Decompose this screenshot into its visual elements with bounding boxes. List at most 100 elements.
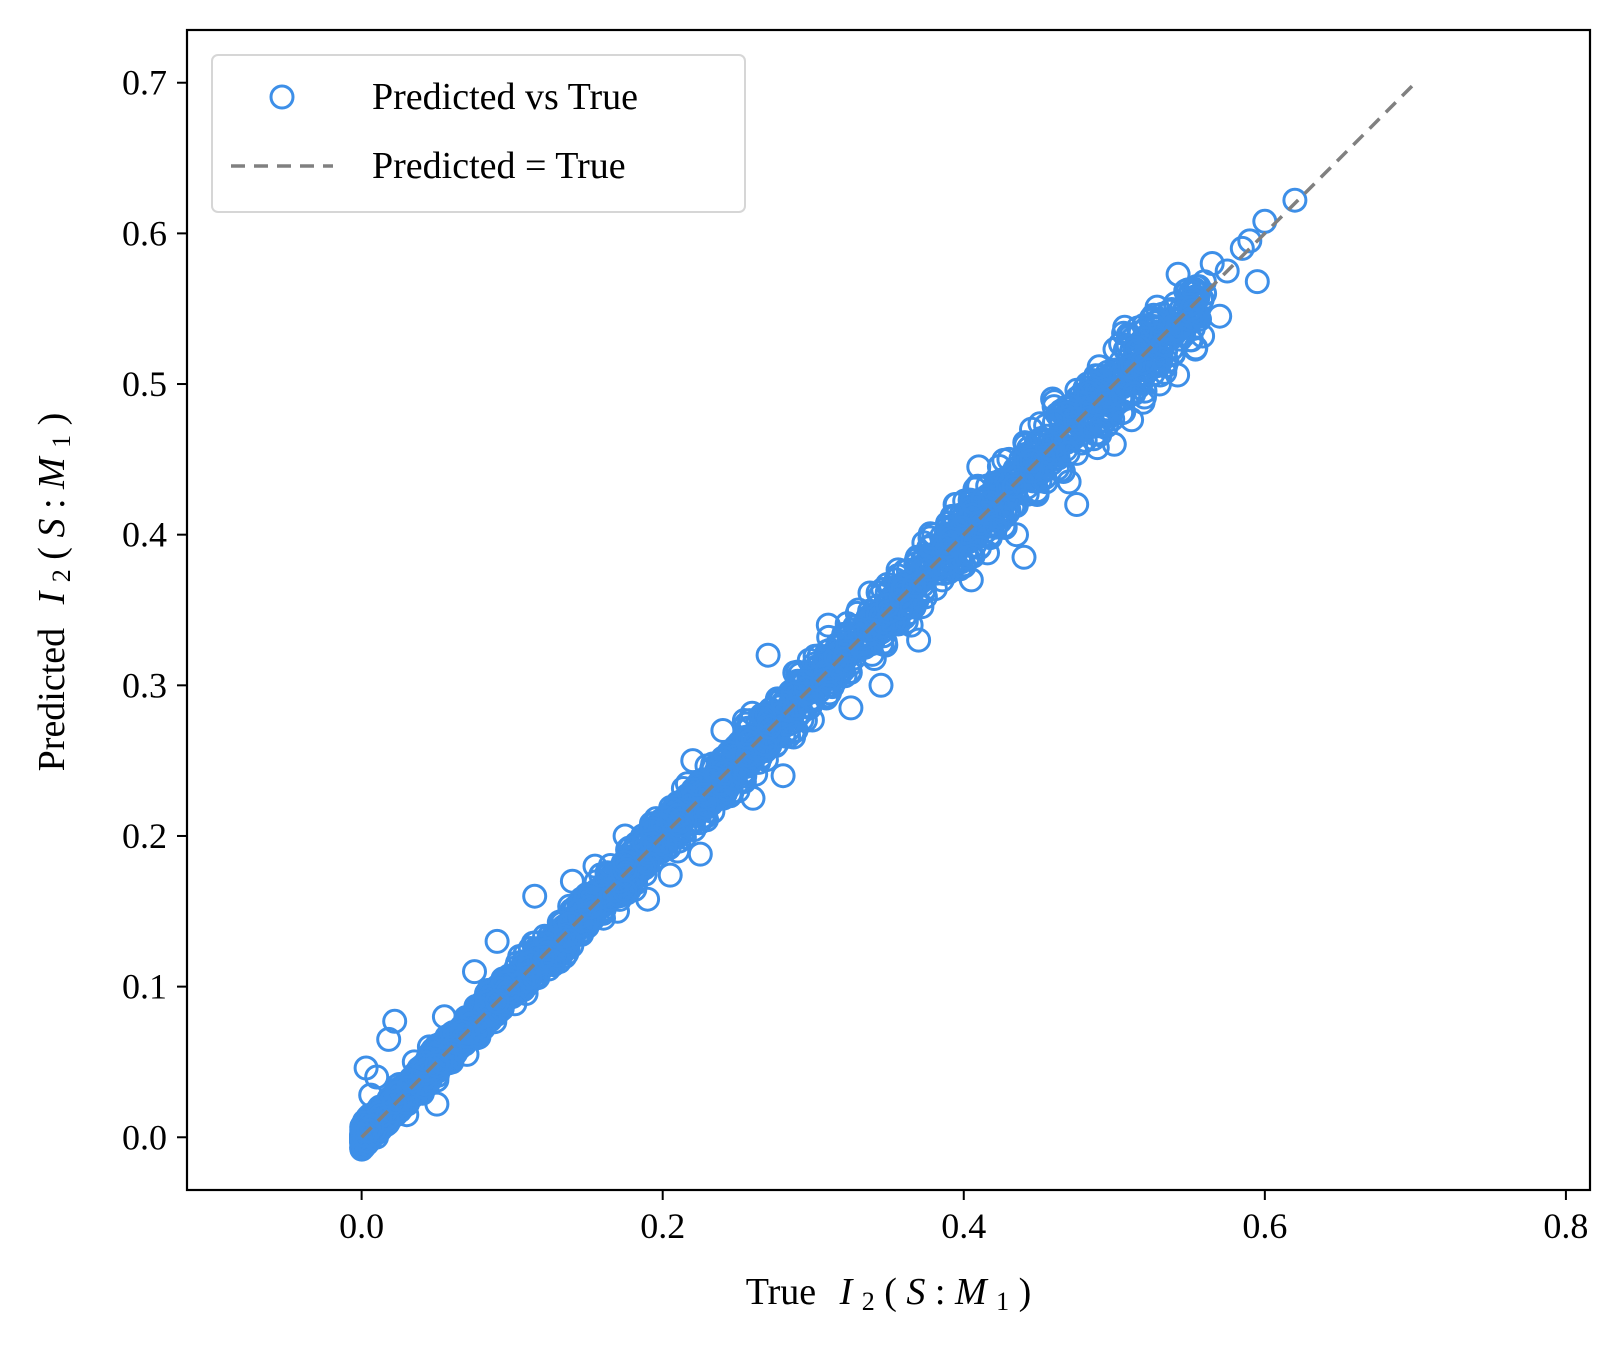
scatter-point bbox=[977, 490, 1003, 516]
scatter-point bbox=[424, 1053, 450, 1079]
scatter-point bbox=[687, 841, 713, 867]
scatter-point bbox=[1057, 393, 1083, 419]
scatter-point bbox=[1117, 354, 1143, 380]
scatter-point bbox=[588, 862, 614, 888]
scatter-point bbox=[751, 703, 777, 729]
x-tick-label: 0.4 bbox=[941, 1206, 986, 1246]
scatter-point bbox=[376, 1026, 402, 1052]
scatter-point bbox=[756, 714, 782, 740]
scatter-point bbox=[657, 862, 683, 888]
scatter-point bbox=[710, 718, 736, 743]
y-tick-label: 0.1 bbox=[122, 967, 167, 1007]
scatter-point bbox=[964, 473, 990, 499]
y-label-s: S bbox=[31, 519, 73, 538]
scatter-point bbox=[1042, 409, 1067, 435]
y-label-open: ( bbox=[31, 547, 73, 560]
scatter-point bbox=[694, 807, 720, 833]
legend: Predicted vs True Predicted = True bbox=[211, 54, 746, 213]
scatter-point bbox=[1108, 385, 1134, 411]
scatter-point bbox=[1214, 258, 1240, 284]
scatter-point bbox=[832, 646, 858, 672]
x-tick-label: 0.6 bbox=[1242, 1206, 1287, 1246]
scatter-point bbox=[782, 695, 808, 721]
x-label-open: ( bbox=[884, 1271, 897, 1313]
scatter-point bbox=[1182, 336, 1208, 362]
x-label-m: M bbox=[954, 1271, 989, 1313]
scatter-point bbox=[770, 763, 796, 789]
scatter-point bbox=[612, 879, 638, 905]
scatter-point bbox=[983, 472, 1009, 498]
scatter-point bbox=[557, 911, 583, 937]
x-label-colon: : bbox=[935, 1271, 946, 1313]
scatter-point bbox=[478, 984, 504, 1010]
scatter-point bbox=[1244, 269, 1270, 295]
scatter-point bbox=[938, 526, 964, 552]
scatter-point bbox=[906, 627, 932, 653]
scatter-point bbox=[739, 700, 765, 726]
scatter-point bbox=[1144, 294, 1170, 320]
scatter-point bbox=[1179, 295, 1205, 321]
scatter-point bbox=[449, 1019, 475, 1045]
y-label-m: M bbox=[31, 455, 73, 490]
scatter-point bbox=[639, 831, 665, 857]
y-label-msub: 1 bbox=[47, 435, 76, 448]
scatter-point bbox=[901, 573, 927, 599]
x-tick-label: 0.8 bbox=[1543, 1206, 1588, 1246]
axis-ticks: 0.0 0.2 0.4 0.6 0.8 0.0 0.1 0.2 0.3 0.4 0.5 0.6 0.7 bbox=[122, 63, 1588, 1246]
scatter-point bbox=[364, 1064, 390, 1090]
scatter-point bbox=[915, 556, 941, 582]
scatter-point bbox=[1089, 413, 1115, 438]
y-label-i: I bbox=[31, 589, 73, 605]
scatter-point bbox=[1076, 380, 1102, 406]
scatter-point bbox=[899, 594, 925, 620]
scatter-point bbox=[596, 862, 622, 888]
scatter-point bbox=[856, 616, 882, 642]
scatter-point bbox=[1121, 381, 1147, 407]
y-label-prefix: Predicted bbox=[31, 628, 73, 772]
y-label-sub: 2 bbox=[47, 569, 76, 582]
y-tick-label: 0.7 bbox=[122, 63, 167, 103]
scatter-point bbox=[793, 675, 819, 701]
scatter-point bbox=[396, 1075, 422, 1101]
x-axis-label: True I 2 ( S : M 1 ) bbox=[746, 1271, 1032, 1319]
scatter-point bbox=[573, 883, 599, 909]
scatter-point bbox=[652, 832, 678, 858]
scatter-point bbox=[868, 672, 894, 698]
scatter-point bbox=[1252, 208, 1278, 234]
scatter-point bbox=[1086, 354, 1112, 380]
scatter-point bbox=[1011, 544, 1037, 570]
x-tick-label: 0.2 bbox=[640, 1206, 685, 1246]
scatter-point bbox=[1282, 187, 1308, 213]
y-tick-label: 0.2 bbox=[122, 816, 167, 856]
scatter-point bbox=[1237, 228, 1263, 254]
y-label-colon: : bbox=[31, 498, 73, 509]
x-label-msub: 1 bbox=[996, 1287, 1009, 1316]
scatter-point bbox=[982, 514, 1008, 540]
scatter-point bbox=[1229, 235, 1255, 261]
scatter-point bbox=[1055, 440, 1081, 466]
x-label-prefix: True bbox=[746, 1271, 816, 1313]
scatter-point bbox=[1001, 474, 1027, 499]
scatter-point bbox=[847, 618, 873, 644]
x-label-close: ) bbox=[1019, 1271, 1032, 1313]
scatter-point bbox=[1077, 413, 1103, 439]
scatter-point bbox=[455, 1024, 481, 1049]
legend-label-scatter: Predicted vs True bbox=[372, 76, 638, 118]
y-axis-label: Predicted I 2 ( S : M 1 ) bbox=[31, 413, 79, 772]
scatter-point bbox=[374, 1105, 400, 1131]
scatter-point bbox=[936, 544, 962, 570]
legend-box bbox=[211, 54, 746, 213]
y-tick-label: 0.0 bbox=[122, 1117, 167, 1157]
x-label-sub: 2 bbox=[862, 1287, 875, 1316]
scatter-point bbox=[1122, 335, 1148, 361]
scatter-point bbox=[1064, 492, 1090, 517]
legend-label-line: Predicted = True bbox=[372, 145, 626, 187]
y-label-close: ) bbox=[31, 413, 73, 426]
y-tick-label: 0.4 bbox=[122, 515, 167, 555]
scatter-point bbox=[529, 945, 555, 971]
scatter-point bbox=[462, 959, 487, 985]
scatter-point bbox=[1207, 303, 1233, 329]
plot-frame bbox=[185, 28, 1592, 1192]
x-tick-label: 0.0 bbox=[339, 1206, 384, 1246]
